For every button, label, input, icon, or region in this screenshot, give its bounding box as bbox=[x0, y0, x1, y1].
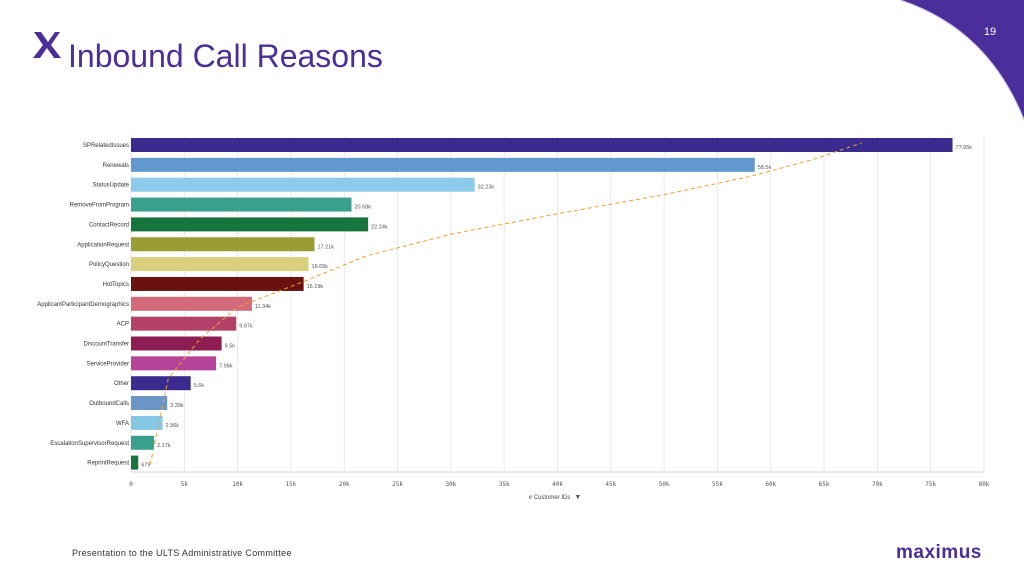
data-label: 32.23k bbox=[478, 185, 495, 191]
data-label: 3.39k bbox=[170, 403, 184, 409]
bar[interactable] bbox=[131, 455, 139, 470]
x-tick-label: 55k bbox=[712, 481, 723, 488]
y-category-label: EscalationSupervisorRequest bbox=[50, 441, 129, 447]
x-tick-label: 5k bbox=[181, 481, 189, 488]
cumulative-line bbox=[149, 142, 862, 465]
y-category-label: OutboundCalls bbox=[89, 401, 129, 407]
data-label: 58.5k bbox=[758, 165, 772, 171]
x-tick-label: 0 bbox=[129, 481, 133, 488]
y-category-label: Renewals bbox=[103, 163, 129, 169]
y-category-label: RemoveFromProgram bbox=[70, 203, 129, 209]
data-label: 17.21k bbox=[318, 244, 335, 250]
page-number: 19 bbox=[983, 26, 997, 38]
bar[interactable] bbox=[131, 237, 315, 252]
x-tick-label: 10k bbox=[232, 481, 243, 488]
x-tick-label: 15k bbox=[286, 481, 297, 488]
x-tick-label: 35k bbox=[499, 481, 510, 488]
data-label: 5.6k bbox=[194, 383, 205, 389]
footer-text: Presentation to the ULTS Administrative … bbox=[72, 548, 292, 558]
brand-logo: maximus bbox=[896, 542, 982, 563]
data-label: 16.65k bbox=[312, 264, 329, 270]
x-tick-label: 50k bbox=[659, 481, 670, 488]
data-label: 16.19k bbox=[307, 284, 324, 290]
bar[interactable] bbox=[131, 138, 953, 152]
bar[interactable] bbox=[131, 296, 252, 311]
bar[interactable] bbox=[131, 356, 217, 371]
y-category-label: PolicyQuestion bbox=[89, 262, 129, 268]
data-label: 22.24k bbox=[371, 224, 388, 230]
x-tick-label: 30k bbox=[445, 481, 456, 488]
bar[interactable] bbox=[131, 257, 309, 272]
y-category-label: ApplicationRequest bbox=[77, 242, 129, 248]
y-category-label: DiscountTransfer bbox=[84, 342, 129, 348]
data-label: 8.5k bbox=[225, 344, 236, 350]
data-label: 7.98k bbox=[219, 363, 233, 369]
x-axis-title[interactable]: # Customer IDs ▼ bbox=[0, 494, 1024, 501]
data-label: 77.05k bbox=[956, 145, 973, 151]
bar[interactable] bbox=[131, 376, 191, 391]
data-label: 679 bbox=[141, 463, 150, 469]
y-category-label: ACP bbox=[117, 322, 129, 328]
caret-down-icon[interactable]: ▼ bbox=[574, 494, 582, 501]
x-tick-label: 60k bbox=[765, 481, 776, 488]
x-logo-icon bbox=[33, 32, 61, 58]
x-tick-label: 65k bbox=[819, 481, 830, 488]
data-label: 20.68k bbox=[355, 205, 372, 211]
bar[interactable] bbox=[131, 276, 304, 291]
x-tick-label: 20k bbox=[339, 481, 350, 488]
bar[interactable] bbox=[131, 177, 475, 192]
y-category-label: ContactRecord bbox=[89, 222, 129, 228]
bar[interactable] bbox=[131, 157, 755, 172]
bar[interactable] bbox=[131, 316, 237, 331]
data-label: 9.87k bbox=[239, 324, 253, 330]
y-category-label: Other bbox=[114, 381, 129, 387]
bar[interactable] bbox=[131, 435, 155, 450]
bar[interactable] bbox=[131, 396, 168, 411]
y-category-label: SPRelatedIssues bbox=[83, 143, 129, 149]
x-tick-label: 45k bbox=[605, 481, 616, 488]
data-label: 2.96k bbox=[166, 423, 180, 429]
y-category-label: HotTopics bbox=[103, 282, 129, 288]
data-label: 2.17k bbox=[157, 443, 171, 449]
x-tick-label: 70k bbox=[872, 481, 883, 488]
y-category-label: ApplicantParticipantDemographics bbox=[37, 302, 129, 308]
bar[interactable] bbox=[131, 336, 222, 351]
bar[interactable] bbox=[131, 415, 163, 430]
y-category-label: ReprintRequest bbox=[87, 461, 129, 467]
y-category-label: ServiceProvider bbox=[87, 361, 129, 367]
y-category-label: StatusUpdate bbox=[93, 183, 130, 189]
x-tick-label: 40k bbox=[552, 481, 563, 488]
bar[interactable] bbox=[131, 217, 369, 232]
page-title: Inbound Call Reasons bbox=[68, 38, 383, 74]
data-label: 11.34k bbox=[255, 304, 271, 310]
x-tick-label: 25k bbox=[392, 481, 403, 488]
bar[interactable] bbox=[131, 197, 352, 212]
x-tick-label: 80k bbox=[979, 481, 990, 488]
y-category-label: WFA bbox=[116, 421, 129, 427]
x-tick-label: 75k bbox=[925, 481, 936, 488]
x-axis-title-text: # Customer IDs bbox=[528, 495, 571, 501]
